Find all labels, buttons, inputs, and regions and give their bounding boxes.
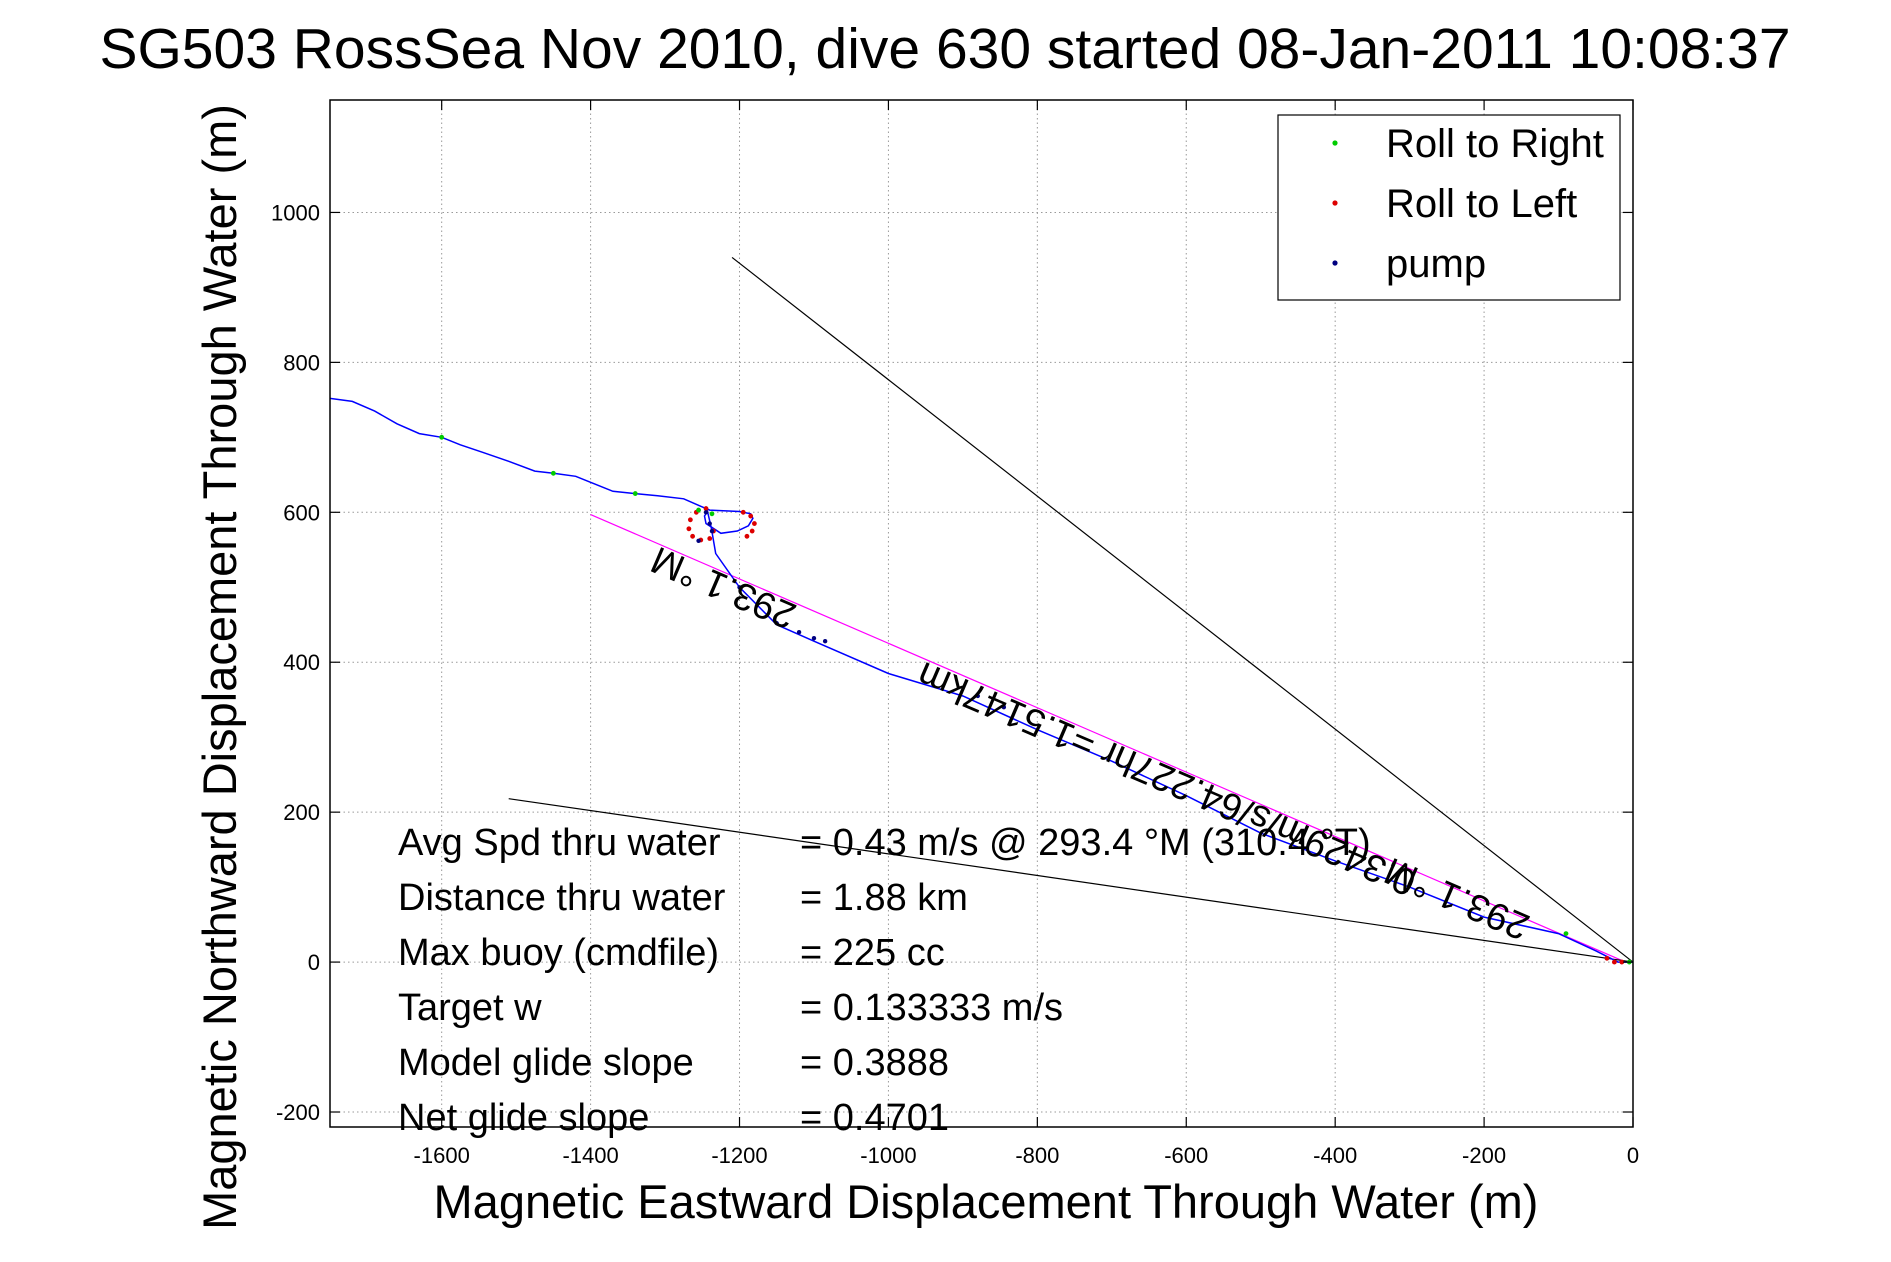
y-tick-label: 1000 [271,200,320,225]
roll-left-point [1619,959,1625,965]
roll-left-point [740,509,746,515]
stat-label: Max buoy (cmdfile) [398,932,719,974]
roll-right-point [696,507,701,513]
legend-label: Roll to Left [1386,182,1577,226]
stat-label: Avg Spd thru water [398,822,721,864]
stat-value: = 1.88 km [800,877,968,919]
x-tick-label: 0 [1627,1143,1639,1168]
legend-marker [1332,260,1338,266]
x-tick-label: -400 [1313,1143,1357,1168]
y-axis-title: Magnetic Northward Displacement Through … [193,104,246,1230]
x-axis-title: Magnetic Eastward Displacement Through W… [434,1175,1539,1228]
y-tick-label: 800 [283,350,320,375]
stat-value: = 0.4701 [800,1097,949,1139]
legend-marker [1332,200,1338,206]
cone-upper-line [731,256,1633,963]
roll-left-point [752,521,757,526]
roll-right-point [439,434,445,440]
x-tick-label: -1400 [562,1143,618,1168]
heading-annotation: 0.3429m/s/64.227hr =1.5147km [911,653,1422,903]
pump-point [796,630,802,635]
legend-label: pump [1386,242,1486,286]
legend-marker [1332,140,1338,146]
pump-point [774,621,779,626]
stat-label: Net glide slope [398,1097,649,1139]
roll-left-point [744,533,750,539]
chart-title: SG503 RossSea Nov 2010, dive 630 started… [99,17,1790,81]
roll-right-point [550,470,556,476]
roll-left-point [690,533,696,539]
pump-point [1001,705,1007,710]
pump-point [709,528,715,534]
roll-right-point [709,511,715,517]
y-tick-label: 0 [308,950,320,975]
x-tick-label: -1600 [414,1143,470,1168]
heading-annotation: 293.1 °M [645,538,802,637]
roll-right-point [1563,931,1569,936]
roll-left-point [1611,959,1617,965]
pump-point [975,693,980,699]
legend-label: Roll to Right [1386,122,1604,166]
y-tick-label: 400 [283,650,320,675]
pump-point [811,636,817,641]
heading-line [590,513,1626,963]
pump-point [737,585,742,590]
y-tick-label: -200 [276,1100,320,1125]
y-tick-label: 600 [283,500,320,525]
y-tick-label: 200 [283,800,320,825]
cone-lower-line [508,798,1633,963]
pump-point [822,639,828,644]
roll-left-point [748,513,754,519]
stat-label: Model glide slope [398,1042,694,1084]
stat-label: Target w [398,987,542,1029]
roll-left-point [1604,955,1610,961]
stat-value: = 225 cc [800,932,945,974]
x-tick-label: -800 [1015,1143,1059,1168]
x-tick-label: -1200 [711,1143,767,1168]
dive-stats-block: Avg Spd thru water = 0.43 m/s @ 293.4 °M … [398,822,1371,1139]
x-tick-label: -200 [1462,1143,1506,1168]
stat-label: Distance thru water [398,877,726,919]
glider-track-line [330,397,1633,963]
roll-left-point [749,528,755,534]
legend-box [1277,114,1621,301]
plot-frame [329,99,1634,1128]
axis-ticks: -1600 -1400 -1200 -1000 -800 -600 -400 -200 0 -20… [271,100,1639,1168]
pump-point [703,510,709,515]
roll-right-point [632,491,638,496]
legend: Roll to Right Roll to Left pump [1277,114,1621,301]
roll-left-point [703,506,709,511]
roll-left-point [687,517,693,523]
roll-left-point [707,536,713,541]
pump-point [707,521,712,526]
stat-value: = 0.3888 [800,1042,949,1084]
x-tick-label: -1000 [860,1143,916,1168]
roll-left-point [686,526,692,532]
stat-value: = 0.133333 m/s [800,987,1063,1029]
heading-annotation: 293.1 °M [1379,849,1536,948]
stat-value: = 0.43 m/s @ 293.4 °M (310.4 °T) [800,822,1371,864]
x-tick-label: -600 [1164,1143,1208,1168]
pump-point [696,538,701,543]
